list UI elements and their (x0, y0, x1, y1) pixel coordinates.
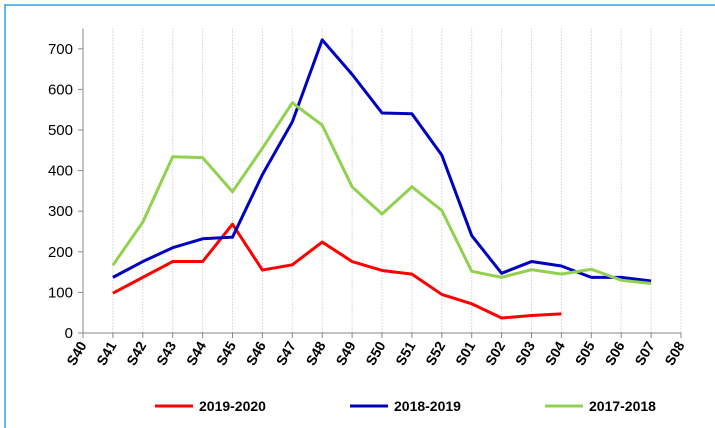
y-tick-label: 200 (48, 244, 73, 261)
x-tick-label: S43 (153, 338, 179, 368)
x-tick-label: S08 (661, 338, 687, 368)
y-tick-label: 0 (65, 325, 73, 342)
x-tick-label: S51 (392, 338, 418, 368)
x-tick-label: S41 (93, 338, 119, 368)
x-tick-label: S47 (273, 338, 299, 368)
y-tick-label: 300 (48, 203, 73, 220)
x-tick-label: S06 (601, 338, 627, 368)
x-tick-label: S02 (482, 338, 508, 368)
x-tick-label: S03 (512, 338, 538, 368)
x-tick-label: S52 (422, 338, 448, 368)
y-tick-label: 500 (48, 122, 73, 139)
x-tick-label: S42 (123, 338, 149, 368)
series-line (111, 101, 652, 285)
x-tick-label: S46 (243, 338, 269, 368)
legend-label: 2017-2018 (589, 398, 656, 414)
x-tick-label: S49 (332, 338, 358, 368)
y-tick-label: 600 (48, 81, 73, 98)
x-tick-label: S48 (302, 338, 328, 368)
y-tick-label: 400 (48, 163, 73, 180)
x-tick-label: S45 (213, 338, 239, 368)
x-tick-label: S05 (572, 338, 598, 368)
y-tick-label: 100 (48, 284, 73, 301)
x-tick-label: S44 (183, 338, 209, 368)
frame (4, 4, 715, 428)
x-tick-label: S07 (631, 338, 657, 368)
y-tick-label: 700 (48, 41, 73, 58)
x-tick-label: S50 (362, 338, 388, 368)
series-line (112, 222, 562, 320)
x-tick-label: S40 (63, 338, 89, 368)
series-line (112, 38, 652, 283)
x-tick-label: S04 (542, 338, 568, 368)
legend-label: 2018-2019 (394, 398, 461, 414)
legend-label: 2019-2020 (199, 398, 266, 414)
x-tick-label: S01 (452, 338, 478, 368)
